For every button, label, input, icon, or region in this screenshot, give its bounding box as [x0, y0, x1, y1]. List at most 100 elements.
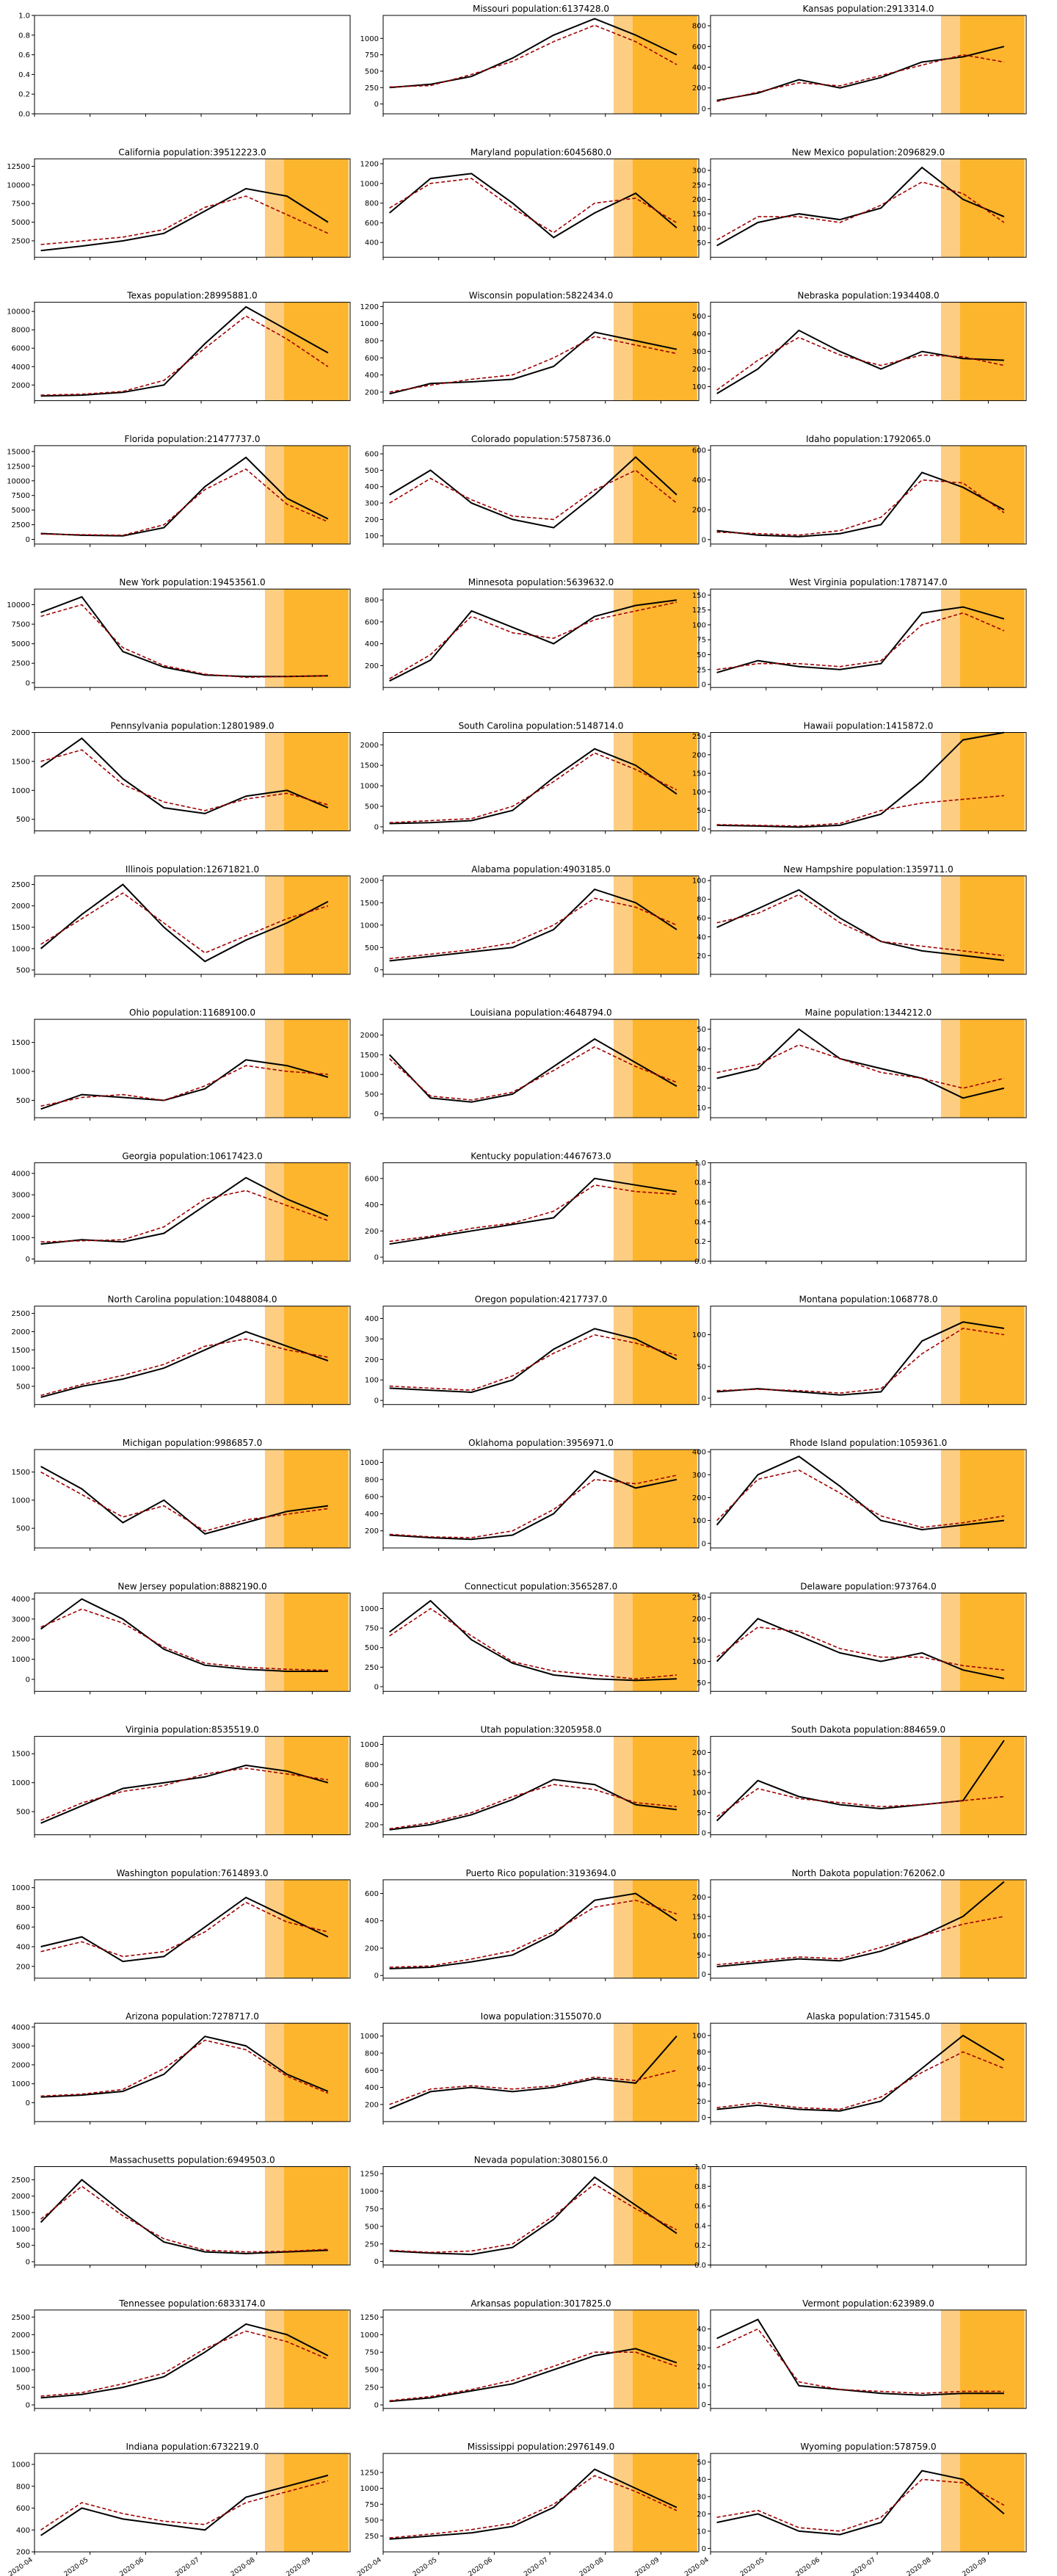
plot-frame	[34, 2022, 351, 2122]
y-tick-label: 0.2	[694, 1238, 706, 1246]
chart-panel: North Dakota population:762062.0 0 50 100 15…	[692, 1868, 1027, 1981]
y-tick-label: 40	[697, 2326, 706, 2334]
y-tick-label: 7500	[12, 492, 30, 500]
forecast-band-dark	[283, 875, 349, 974]
chart-title: Idaho population:1792065.0	[806, 434, 931, 444]
y-tick-label: 600	[365, 355, 379, 363]
y-tick-label: 2500	[12, 2314, 30, 2322]
actual-line	[716, 1881, 1005, 1968]
chart-panel: New York population:19453561.0 0 2500 5000 7…	[7, 577, 351, 691]
forecast-band-dark	[959, 15, 1025, 114]
chart-panel: Washington population:7614893.0 200 400 600…	[12, 1868, 351, 1981]
actual-line	[716, 2318, 1004, 2396]
y-tick-label: 0	[702, 681, 706, 690]
chart-title: Virginia population:8535519.0	[126, 1725, 259, 1735]
chart-title: Indiana population:6732219.0	[126, 2442, 258, 2452]
y-tick-label: 600	[365, 1890, 379, 1898]
forecast-band-light	[940, 732, 960, 831]
x-tick-label: 2020-08	[230, 2556, 257, 2576]
y-tick-label: 100	[692, 1790, 706, 1798]
forecast-band-light	[613, 1450, 633, 1548]
chart-panel: Wyoming population:578759.0 0 10 20 30 40 50 20…	[683, 2442, 1027, 2576]
y-tick-label: 150	[692, 592, 706, 600]
y-tick-label: 2000	[12, 1636, 30, 1644]
y-tick-label: 1000	[12, 1497, 30, 1505]
forecast-band-dark	[959, 1306, 1025, 1405]
y-tick-label: 400	[365, 239, 379, 247]
predicted-line	[389, 2183, 678, 2254]
y-tick-label: 0.2	[18, 91, 30, 99]
chart-title: Illinois population:12671821.0	[126, 864, 259, 875]
forecast-band-dark	[959, 1736, 1025, 1835]
plot-frame	[382, 15, 700, 115]
y-tick-label: 800	[365, 597, 379, 605]
y-tick-label: 0	[374, 966, 379, 974]
forecast-band-light	[264, 159, 284, 258]
forecast-band-dark	[632, 1162, 697, 1262]
y-tick-label: 15000	[7, 448, 30, 456]
predicted-line	[716, 894, 1004, 957]
y-tick-label: 600	[692, 446, 706, 455]
y-tick-label: 2500	[12, 237, 30, 245]
y-tick-label: 500	[365, 2367, 379, 2375]
forecast-band-light	[613, 1306, 633, 1405]
forecast-band-dark	[632, 1450, 697, 1548]
y-tick-label: 500	[365, 1090, 379, 1099]
y-tick-label: 0	[702, 1540, 706, 1548]
chart-title: New Mexico population:2096829.0	[792, 147, 945, 157]
y-tick-label: 10	[697, 2528, 706, 2536]
forecast-band-dark	[283, 2309, 349, 2409]
y-tick-label: 2000	[360, 742, 379, 750]
chart-title: Missouri population:6137428.0	[473, 4, 609, 14]
chart-title: Mississippi population:2976149.0	[468, 2442, 615, 2452]
y-tick-label: 400	[365, 1510, 379, 1519]
predicted-line	[389, 1046, 678, 1101]
chart-panel: Alabama population:4903185.0 0 500 1000 1500…	[360, 864, 700, 977]
y-tick-label: 300	[692, 348, 706, 356]
y-tick-label: 12500	[7, 463, 30, 471]
chart-title: Alaska population:731545.0	[807, 2011, 930, 2022]
y-tick-label: 150	[692, 1637, 706, 1645]
y-tick-label: 6000	[12, 345, 30, 353]
forecast-band-dark	[283, 1593, 349, 1692]
y-tick-label: 200	[692, 1616, 706, 1624]
plot-frame	[382, 1449, 700, 1549]
chart-panel: 0.0 0.2 0.4 0.6 0.8 1.0	[694, 1159, 1027, 1266]
chart-title: Kentucky population:4467673.0	[471, 1151, 611, 1161]
chart-title: New Jersey population:8882190.0	[117, 1581, 266, 1591]
y-tick-label: 2000	[12, 1328, 30, 1336]
actual-line	[388, 1038, 678, 1103]
forecast-band-light	[940, 159, 960, 258]
predicted-line	[716, 795, 1004, 827]
actual-line	[40, 1331, 329, 1398]
y-tick-label: 600	[692, 43, 706, 51]
predicted-line	[716, 2478, 1005, 2532]
actual-line	[716, 1455, 1005, 1531]
y-tick-label: 3000	[12, 1192, 30, 1200]
y-tick-label: 0	[702, 1829, 706, 1837]
y-tick-label: 400	[365, 1315, 379, 1323]
y-tick-label: 0	[702, 2114, 706, 2122]
predicted-line	[40, 1901, 329, 1958]
predicted-line	[389, 1607, 677, 1680]
chart-title: Arkansas population:3017825.0	[471, 2298, 611, 2309]
y-tick-label: 0	[374, 101, 379, 109]
y-tick-label: 7500	[12, 621, 30, 629]
actual-line	[389, 2036, 678, 2110]
forecast-band-dark	[283, 2453, 349, 2553]
y-tick-label: 10	[697, 1104, 706, 1112]
x-tick-label: 2020-09	[962, 2556, 989, 2576]
forecast-band-light	[264, 445, 284, 544]
chart-panel: Wisconsin population:5822434.0 200 400 600 8…	[360, 291, 700, 404]
chart-title: Iowa population:3155070.0	[481, 2011, 602, 2022]
y-tick-label: 500	[16, 2242, 30, 2250]
y-tick-label: 1000	[360, 1071, 379, 1079]
predicted-line	[40, 468, 329, 536]
forecast-band-light	[613, 445, 633, 544]
y-tick-label: 1000	[12, 2226, 30, 2234]
plot-frame	[382, 1162, 700, 1262]
chart-title: Alabama population:4903185.0	[471, 864, 611, 875]
y-tick-label: 200	[365, 1527, 379, 1535]
chart-title: West Virginia population:1787147.0	[789, 577, 947, 587]
plot-frame	[34, 2166, 351, 2265]
